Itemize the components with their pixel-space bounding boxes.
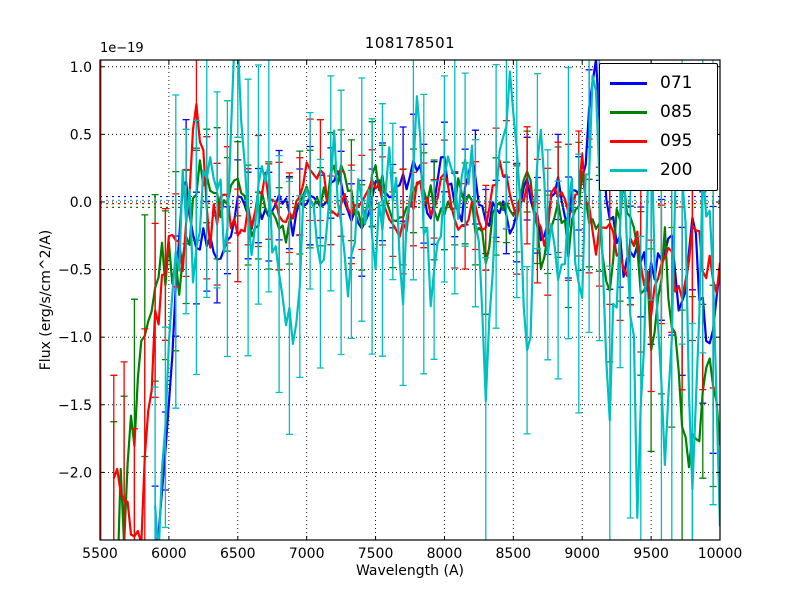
legend-label: 095	[660, 131, 693, 151]
axes-frame	[99, 59, 721, 541]
x-tick-label: 9000	[564, 546, 600, 562]
legend-line-sample	[610, 140, 647, 143]
series-line-200	[154, 60, 720, 540]
legend-item-085: 085	[600, 98, 717, 127]
x-tick-label: 6500	[220, 546, 256, 562]
y-tick-label: 0.0	[70, 195, 92, 211]
legend-line-sample	[610, 82, 647, 85]
x-tick-label: 5500	[82, 546, 118, 562]
x-tick-label: 10000	[698, 546, 743, 562]
y-tick-label: −0.5	[58, 263, 92, 279]
y-tick-label: −2.0	[58, 465, 92, 481]
legend-label: 071	[660, 73, 693, 93]
x-axis-label: Wavelength (A)	[355, 563, 464, 579]
x-tick-label: 9500	[633, 546, 669, 562]
x-tick-label: 7000	[289, 546, 325, 562]
y-axis-label: Flux (erg/s/cm^2/A)	[38, 229, 54, 371]
legend: 071 085 095 200	[599, 63, 718, 191]
y-tick-label: 1.0	[70, 60, 92, 76]
plot-title: 108178501	[364, 34, 456, 52]
y-tick-label: −1.0	[58, 330, 92, 346]
x-tick-label: 8500	[496, 546, 532, 562]
legend-line-sample	[610, 111, 647, 114]
legend-item-071: 071	[600, 69, 717, 98]
x-tick-label: 7500	[358, 546, 394, 562]
legend-label: 200	[660, 160, 693, 180]
legend-item-200: 200	[600, 156, 717, 185]
y-tick-label: −1.5	[58, 398, 92, 414]
legend-item-095: 095	[600, 127, 717, 156]
y-tick-label: 0.5	[70, 127, 92, 143]
x-tick-label: 6000	[151, 546, 187, 562]
x-tick-label: 8000	[427, 546, 463, 562]
y-axis-offset-text: 1e−19	[100, 41, 144, 56]
legend-label: 085	[660, 102, 693, 122]
legend-line-sample	[610, 169, 647, 172]
